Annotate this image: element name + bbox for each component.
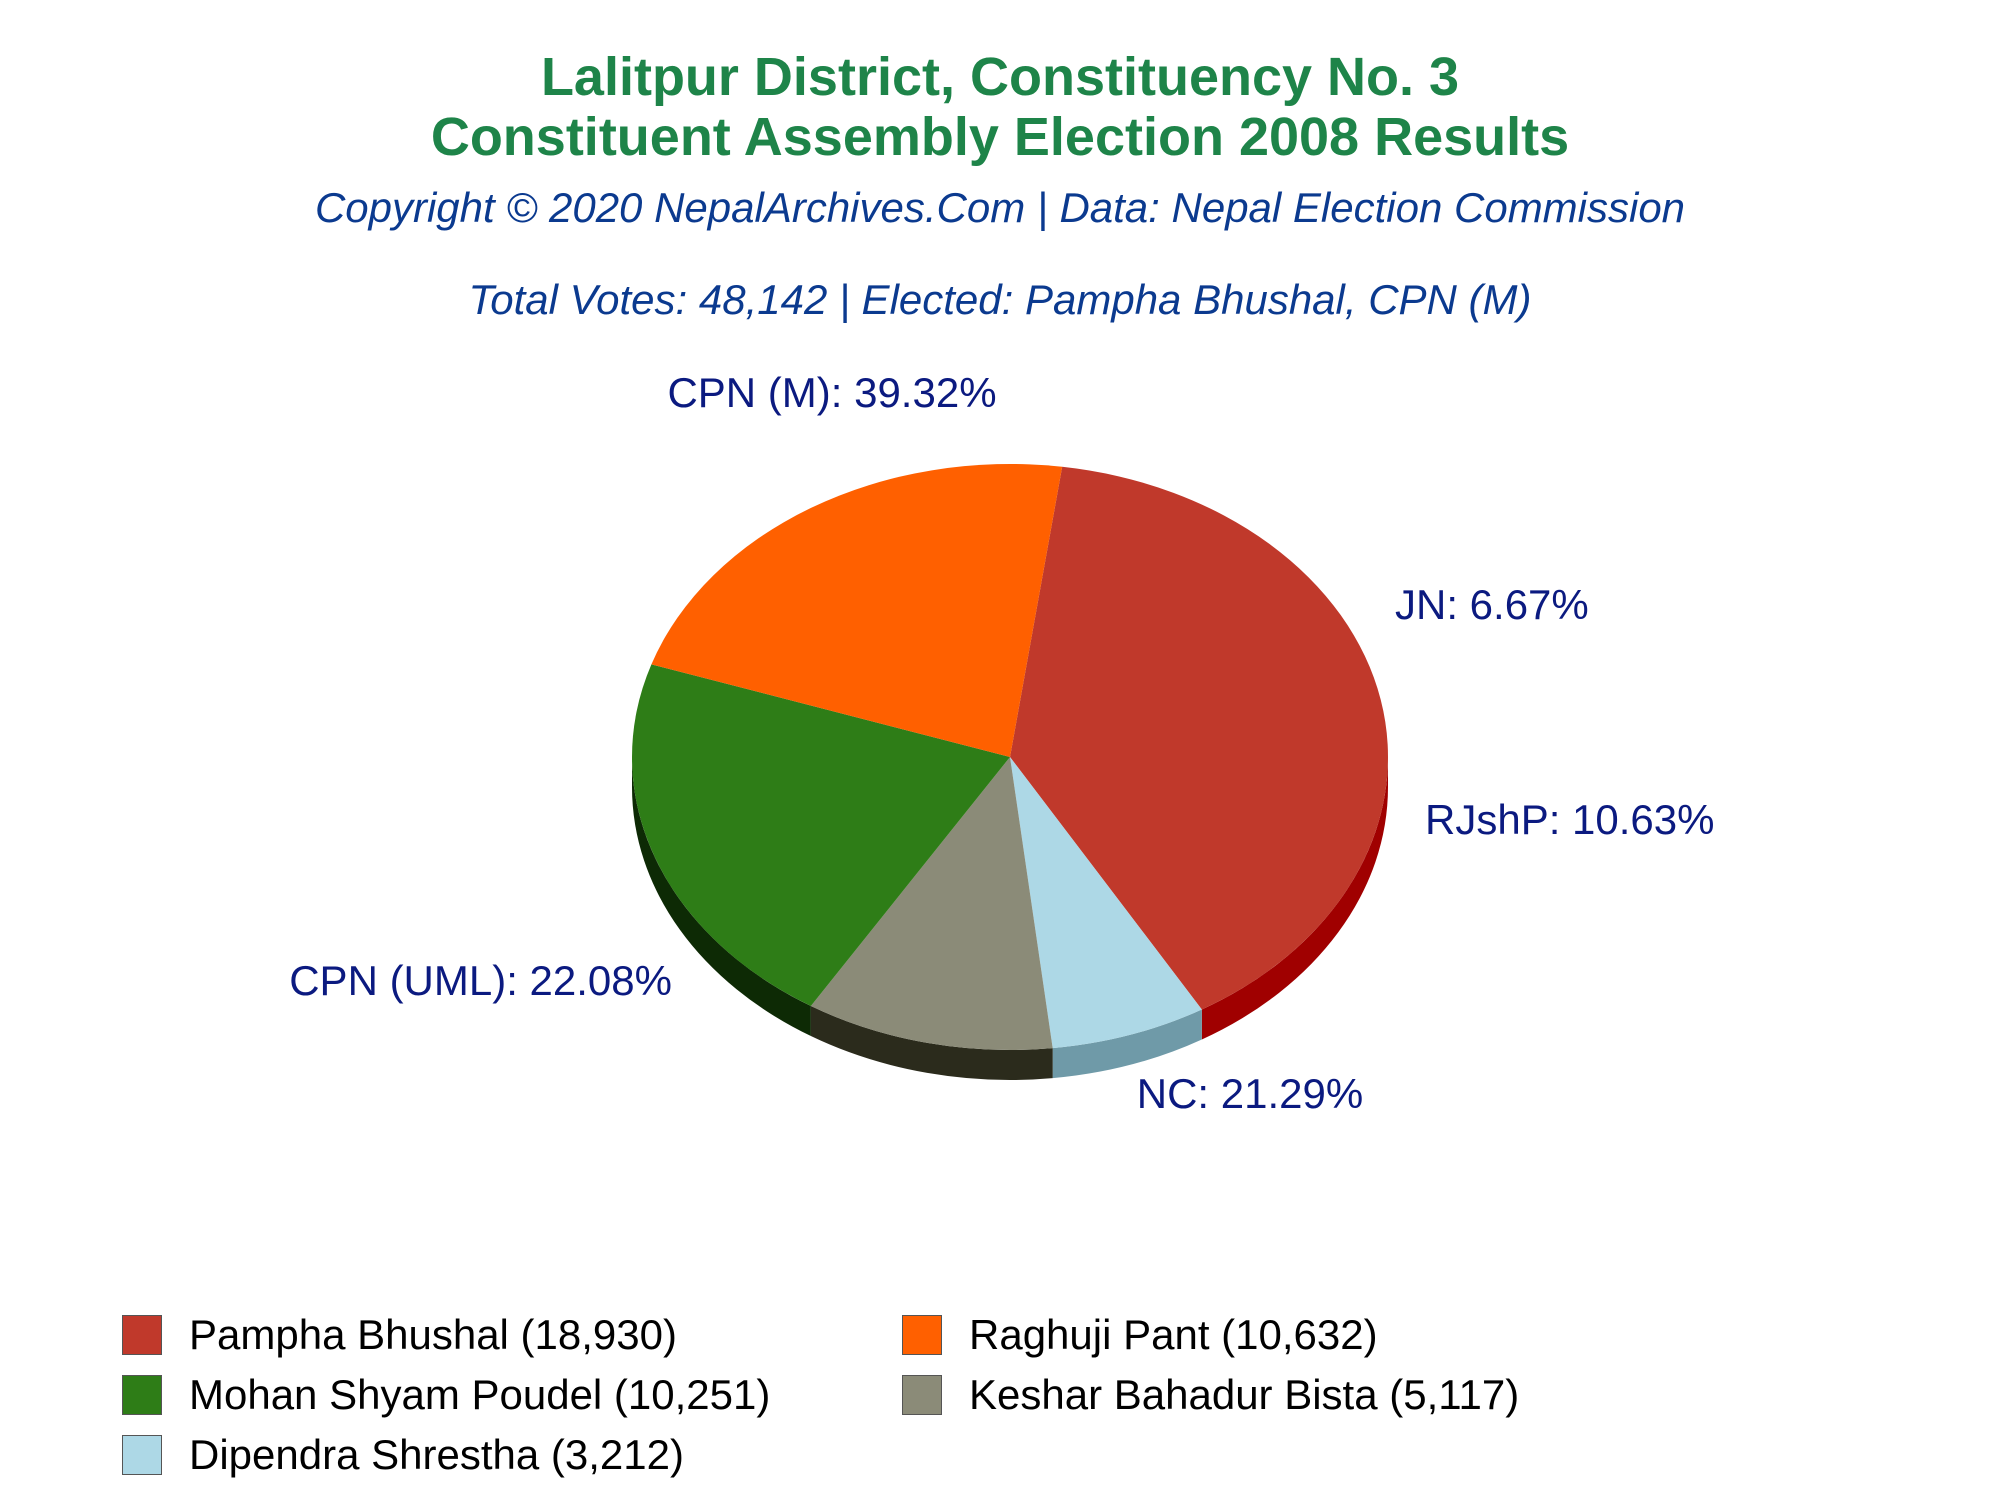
- pie-side-jn-0: [1052, 1009, 1202, 1079]
- slice-label-cpn-uml-: CPN (UML): 22.08%: [289, 957, 672, 1004]
- copyright-text: Copyright © 2020 NepalArchives.Com | Dat…: [314, 184, 1686, 231]
- slice-label-jn: JN: 6.67%: [1395, 581, 1589, 628]
- pie-slice-cpn-m-: [1010, 466, 1388, 1010]
- slice-label-nc: NC: 21.29%: [1137, 1070, 1363, 1117]
- legend-label: Mohan Shyam Poudel (10,251): [189, 1371, 771, 1418]
- legend-item: Raghuji Pant (10,632): [902, 1305, 1378, 1365]
- pie-3d-sides: [632, 757, 1388, 1080]
- pie-slice-rjshp: [810, 757, 1053, 1050]
- legend-swatch: [902, 1315, 942, 1355]
- pie-slice-nc: [631, 664, 1010, 1007]
- chart-title-line1: Lalitpur District, Constituency No. 3: [540, 47, 1460, 107]
- pie-side-nc-0: [632, 757, 811, 1037]
- legend-label: Pampha Bhushal (18,930): [189, 1311, 677, 1358]
- chart-title-line2: Constituent Assembly Election 2008 Resul…: [430, 107, 1570, 167]
- slice-labels: CPN (M): 39.32% JN: 6.67% RJshP: 10.63% NC:…: [289, 369, 1714, 1117]
- legend-item: Mohan Shyam Poudel (10,251): [122, 1365, 770, 1425]
- pie-slices: [631, 464, 1388, 1050]
- pie-slice-cpn-uml-: [651, 464, 1063, 757]
- legend-item: Keshar Bahadur Bista (5,117): [902, 1365, 1519, 1425]
- pie-slice-jn: [1010, 757, 1202, 1049]
- legend-item: Dipendra Shrestha (3,212): [122, 1425, 684, 1485]
- legend-label: Dipendra Shrestha (3,212): [189, 1431, 684, 1478]
- summary-text: Total Votes: 48,142 | Elected: Pampha Bh…: [468, 276, 1532, 323]
- legend-item: Pampha Bhushal (18,930): [122, 1305, 677, 1365]
- slice-label-cpn-m-: CPN (M): 39.32%: [667, 369, 996, 416]
- pie-side-rjshp-0: [810, 1006, 1053, 1080]
- legend-label: Raghuji Pant (10,632): [969, 1311, 1378, 1358]
- slice-label-rjshp: RJshP: 10.63%: [1425, 796, 1715, 843]
- legend-swatch: [122, 1435, 162, 1475]
- legend-label: Keshar Bahadur Bista (5,117): [969, 1371, 1520, 1418]
- legend-swatch: [122, 1375, 162, 1415]
- pie-chart: CPN (M): 39.32% JN: 6.67% RJshP: 10.63% NC:…: [289, 369, 1714, 1117]
- pie-side-cpn-m--0: [1201, 757, 1388, 1040]
- legend-swatch: [902, 1375, 942, 1415]
- legend-swatch: [122, 1315, 162, 1355]
